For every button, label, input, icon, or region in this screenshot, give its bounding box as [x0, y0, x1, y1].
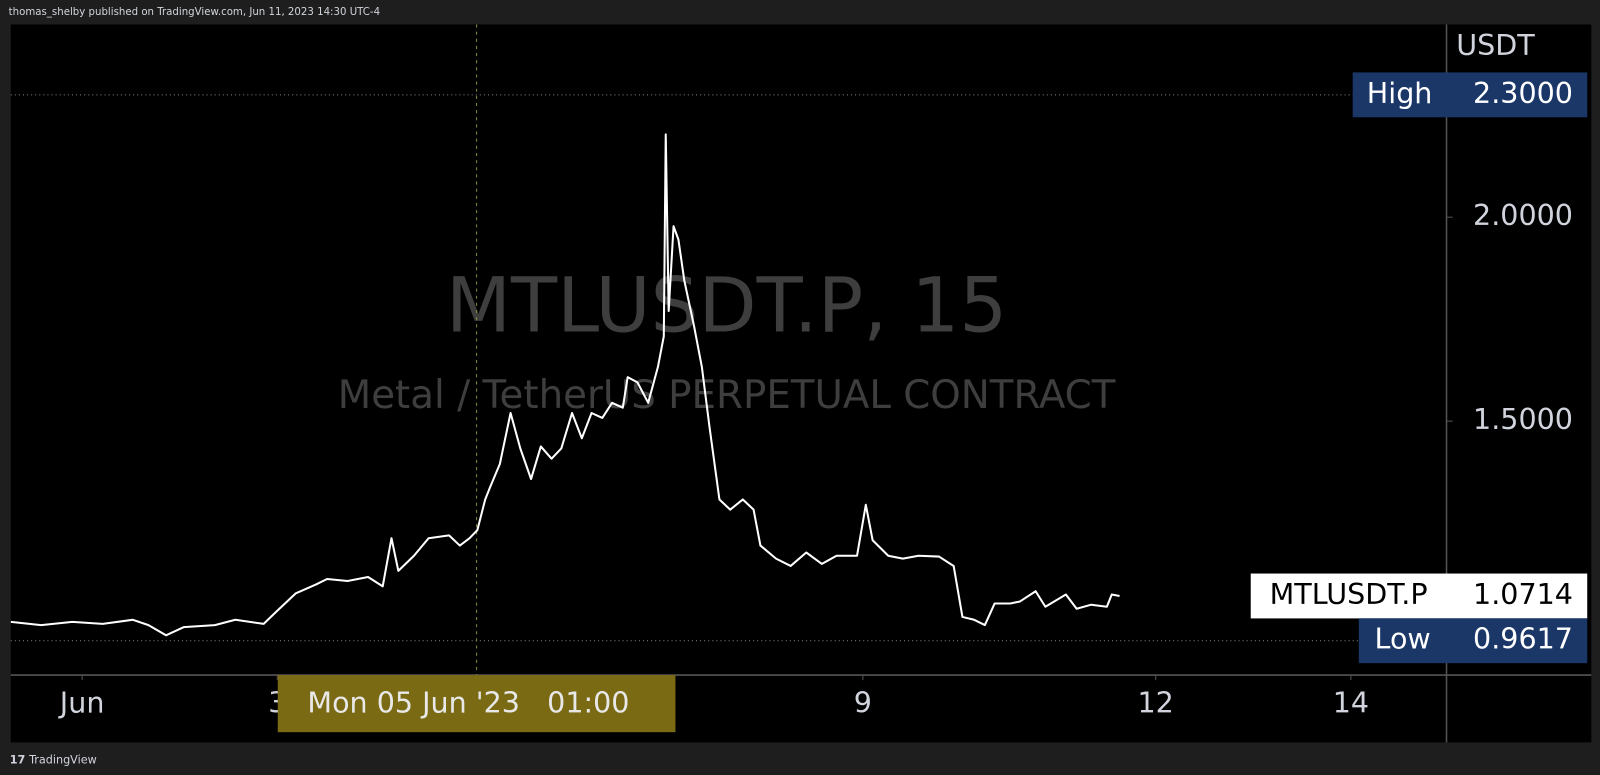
- tag-value-bg: [1446, 573, 1588, 619]
- x-tick-label: 9: [854, 686, 872, 720]
- price-unit: USDT: [1456, 28, 1535, 62]
- watermark-subtitle: Metal / TetherUS PERPETUAL CONTRACT: [338, 373, 1116, 418]
- tag-name-bg: [1352, 72, 1447, 118]
- footer-logo: 17: [10, 754, 26, 767]
- x-tick-label: 12: [1138, 686, 1174, 720]
- crosshair-label: Mon 05 Jun '23 01:00: [307, 686, 629, 720]
- tag-name: MTLUSDT.P: [1270, 577, 1428, 611]
- y-tick-label: 2.0000: [1473, 198, 1573, 232]
- x-tick-label: Jun: [58, 686, 105, 720]
- tag-value-bg: [1446, 618, 1588, 664]
- tag-name-bg: [1358, 618, 1447, 664]
- tag-value: 2.3000: [1473, 76, 1573, 110]
- header: thomas_shelby published on TradingView.c…: [9, 7, 380, 18]
- tag-name-bg: [1250, 573, 1447, 619]
- watermark-title: MTLUSDT.P, 15: [446, 262, 1007, 350]
- crosshair-label-bg: [277, 675, 676, 733]
- y-tick-label: 1.5000: [1473, 402, 1573, 436]
- tag-value-bg: [1446, 72, 1588, 118]
- tag-value: 0.9617: [1473, 622, 1573, 656]
- tag-name: High: [1367, 76, 1433, 110]
- tag-name: Low: [1375, 622, 1431, 656]
- price-line: [10, 133, 1120, 637]
- footer: TradingView: [28, 754, 97, 767]
- x-tick-label: 14: [1333, 686, 1369, 720]
- chart-area: [10, 24, 1592, 743]
- tag-value: 1.0714: [1473, 577, 1573, 611]
